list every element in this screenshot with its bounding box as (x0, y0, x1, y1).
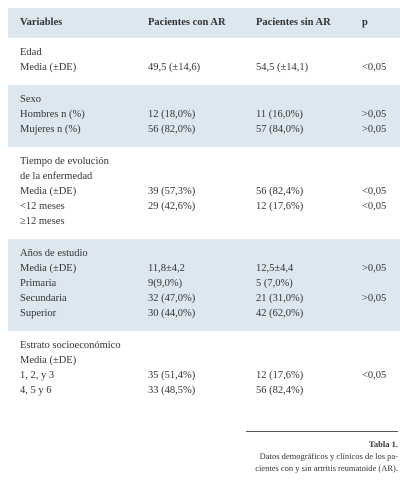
value-cell: 11 (16,0%) (256, 109, 303, 120)
value-cell: 56 (82,4%) (256, 186, 304, 197)
value-cell: >0,05 (362, 293, 387, 304)
value-cell: >0,05 (362, 263, 387, 274)
value-cell: 42 (62,0%) (256, 308, 304, 319)
group-band (8, 85, 400, 147)
value-cell: <0,05 (362, 370, 387, 381)
header-cell: p (362, 17, 368, 28)
row-label: Media (±DE) (20, 263, 77, 274)
row-label: 1, 2, y 3 (20, 370, 55, 381)
value-cell: 12 (17,6%) (256, 370, 304, 381)
value-cell: 30 (44,0%) (148, 308, 196, 319)
value-cell: <0,05 (362, 201, 387, 212)
row-label: Años de estudio (20, 248, 88, 259)
value-cell: 21 (31,0%) (256, 293, 304, 304)
row-label: ≥12 meses (20, 216, 65, 227)
value-cell: 12,5±4,4 (256, 263, 294, 274)
value-cell: 54,5 (±14,1) (256, 62, 309, 73)
value-cell: <0,05 (362, 62, 387, 73)
caption-rule (246, 431, 398, 432)
row-label: Hombres n (%) (20, 109, 85, 120)
value-cell: <0,05 (362, 186, 387, 197)
row-label: Media (±DE) (20, 62, 77, 73)
value-cell: 11,8±4,2 (148, 263, 185, 274)
row-label: Primaria (20, 278, 57, 289)
group-band (8, 147, 400, 239)
header-cell: Pacientes sin AR (256, 17, 331, 28)
value-cell: 49,5 (±14,6) (148, 62, 201, 73)
row-label: Estrato socioeconómico (20, 340, 121, 351)
header-cell: Pacientes con AR (148, 17, 226, 28)
row-label: Media (±DE) (20, 186, 77, 197)
value-cell: >0,05 (362, 109, 387, 120)
group-band (8, 331, 400, 408)
group-band (8, 38, 400, 85)
value-cell: >0,05 (362, 124, 387, 135)
value-cell: 32 (47,0%) (148, 293, 196, 304)
value-cell: 29 (42,6%) (148, 201, 196, 212)
group-band (8, 239, 400, 331)
header-cell: Variables (20, 17, 63, 28)
row-label: Superior (20, 308, 57, 319)
value-cell: 33 (48,5%) (148, 385, 196, 396)
caption-line: Datos demográficos y clínicos de los pa- (259, 451, 398, 461)
caption-line: cientes con y sin artritis reumatoide (A… (255, 463, 398, 473)
value-cell: 57 (84,0%) (256, 124, 304, 135)
row-label: Edad (20, 47, 42, 58)
value-cell: 5 (7,0%) (256, 278, 293, 289)
value-cell: 35 (51,4%) (148, 370, 196, 381)
row-label: Sexo (20, 94, 41, 105)
value-cell: 39 (57,3%) (148, 186, 196, 197)
value-cell: 12 (17,6%) (256, 201, 304, 212)
header-band (8, 8, 400, 38)
value-cell: 56 (82,4%) (256, 385, 304, 396)
row-label: Secundaria (20, 293, 67, 304)
row-label: 4, 5 y 6 (20, 385, 52, 396)
value-cell: 9(9,0%) (148, 278, 183, 289)
value-cell: 56 (82,0%) (148, 124, 196, 135)
row-label: Mujeres n (%) (20, 124, 81, 135)
row-label: Tiempo de evolución (20, 156, 109, 167)
row-label: Media (±DE) (20, 355, 77, 366)
caption-title: Tabla 1. (369, 439, 398, 449)
row-label: <12 meses (20, 201, 65, 212)
row-label: de la enfermedad (20, 171, 93, 182)
value-cell: 12 (18,0%) (148, 109, 196, 120)
